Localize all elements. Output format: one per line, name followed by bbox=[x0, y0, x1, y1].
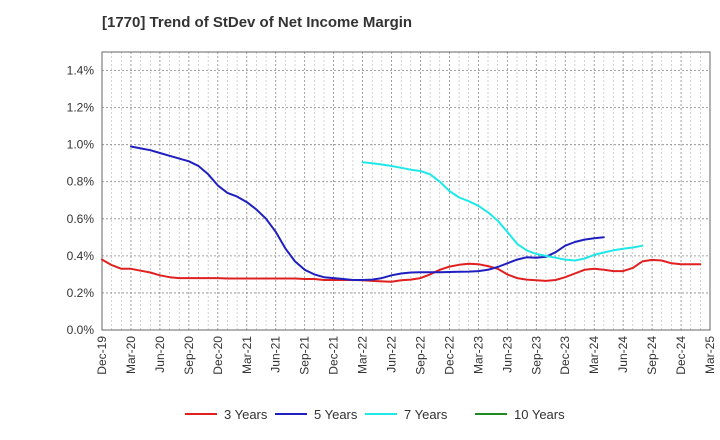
x-tick-label: Dec-20 bbox=[211, 336, 225, 375]
series-lines bbox=[101, 145, 702, 283]
x-tick-label: Dec-22 bbox=[442, 336, 456, 375]
legend-label-5-years: 5 Years bbox=[314, 407, 358, 422]
legend-label-3-years: 3 Years bbox=[224, 407, 268, 422]
chart-title: [1770] Trend of StDev of Net Income Marg… bbox=[102, 14, 413, 31]
series-line-5-years bbox=[130, 145, 605, 281]
legend: 3 Years 5 Years 7 Years 10 Years bbox=[185, 407, 565, 422]
y-tick-label: 0.4% bbox=[67, 249, 95, 263]
x-tick-label: Sep-24 bbox=[645, 336, 659, 375]
y-tick-label: 0.2% bbox=[67, 286, 95, 300]
y-tick-label: 1.4% bbox=[67, 64, 95, 78]
plot-frame bbox=[101, 51, 711, 331]
x-tick-label: Sep-22 bbox=[413, 336, 427, 375]
x-tick-label: Mar-22 bbox=[356, 336, 370, 374]
x-tick-label: Jun-24 bbox=[616, 336, 630, 373]
series-line-7-years bbox=[361, 161, 644, 262]
x-tick-label: Jun-20 bbox=[153, 336, 167, 373]
x-tick-label: Dec-19 bbox=[95, 336, 109, 375]
x-tick-label: Mar-23 bbox=[471, 336, 485, 374]
legend-label-7-years: 7 Years bbox=[404, 407, 448, 422]
y-tick-label: 0.8% bbox=[67, 175, 95, 189]
x-tick-label: Jun-23 bbox=[500, 336, 514, 373]
y-tick-label: 1.2% bbox=[67, 101, 95, 115]
legend-label-10-years: 10 Years bbox=[514, 407, 565, 422]
plot-area bbox=[102, 52, 710, 330]
y-tick-label: 0.0% bbox=[67, 323, 95, 337]
grid bbox=[102, 52, 710, 330]
x-tick-label: Dec-21 bbox=[327, 336, 341, 375]
x-tick-label: Jun-21 bbox=[269, 336, 283, 373]
x-tick-label: Mar-25 bbox=[703, 336, 717, 374]
x-tick-label: Sep-20 bbox=[182, 336, 196, 375]
axes: 0.0% 0.2% 0.4% 0.6% 0.8% 1.0% 1.2% 1.4% Dec-19 Ma… bbox=[67, 51, 717, 375]
y-tick-label: 0.6% bbox=[67, 212, 95, 226]
x-tick-label: Sep-21 bbox=[298, 336, 312, 375]
x-tick-label: Sep-23 bbox=[529, 336, 543, 375]
x-tick-label: Dec-24 bbox=[674, 336, 688, 375]
x-tick-label: Jun-22 bbox=[385, 336, 399, 373]
series-line-3-years bbox=[101, 258, 702, 283]
x-tick-label: Dec-23 bbox=[558, 336, 572, 375]
x-tick-label: Mar-20 bbox=[124, 336, 138, 374]
x-tick-label: Mar-24 bbox=[587, 336, 601, 374]
y-tick-label: 1.0% bbox=[67, 138, 95, 152]
x-tick-label: Mar-21 bbox=[240, 336, 254, 374]
